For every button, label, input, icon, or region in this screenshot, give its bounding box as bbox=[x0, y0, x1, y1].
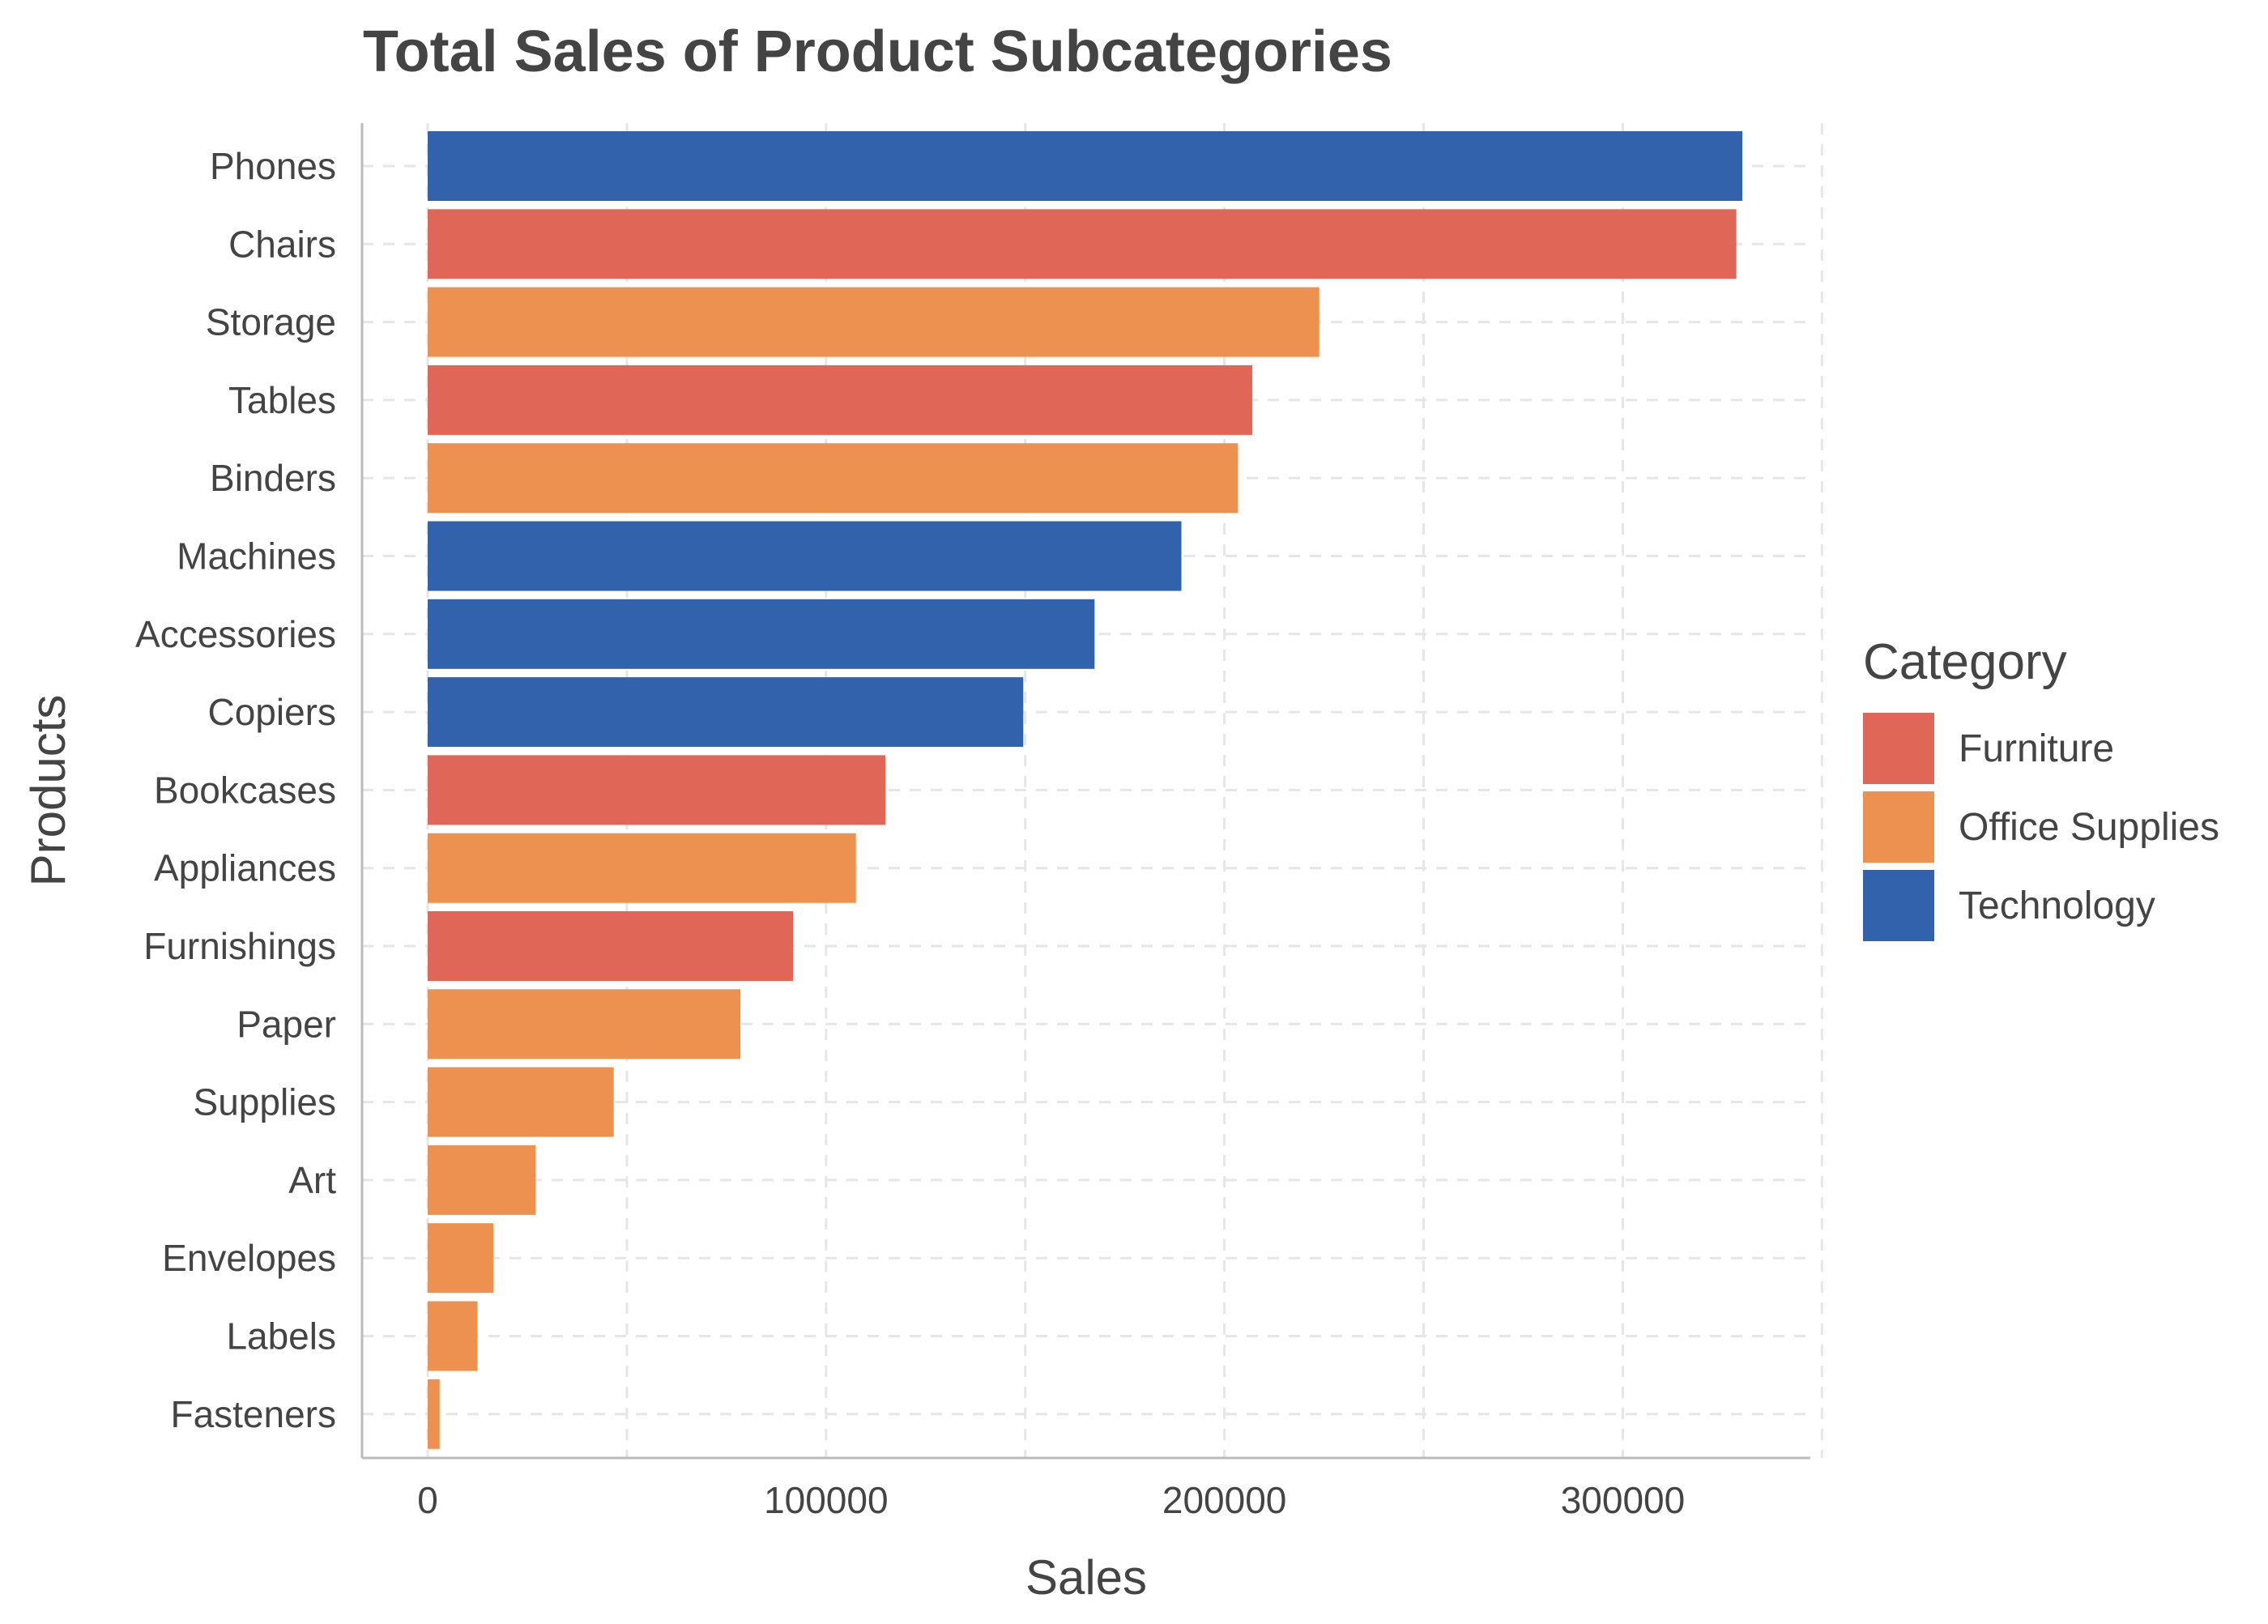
y-tick-label: Tables bbox=[228, 379, 336, 421]
bar bbox=[428, 521, 1182, 591]
y-tick-label: Paper bbox=[237, 1003, 336, 1045]
y-axis-title: Products bbox=[21, 695, 75, 887]
legend-label: Technology bbox=[1959, 884, 2155, 927]
y-tick-label: Copiers bbox=[207, 691, 336, 733]
bar bbox=[428, 287, 1319, 357]
bar bbox=[428, 1144, 536, 1215]
bar bbox=[428, 1301, 478, 1371]
bar bbox=[428, 911, 793, 981]
y-tick-label: Labels bbox=[226, 1315, 336, 1358]
x-tick-label: 200000 bbox=[1162, 1479, 1287, 1521]
bar bbox=[428, 209, 1737, 279]
legend-title: Category bbox=[1863, 634, 2067, 690]
bar bbox=[428, 599, 1095, 669]
bar bbox=[428, 677, 1024, 748]
bar-layer bbox=[428, 131, 1742, 1449]
x-tick-label: 300000 bbox=[1561, 1479, 1686, 1521]
bar bbox=[428, 1067, 614, 1137]
bar bbox=[428, 1379, 440, 1449]
legend-swatch bbox=[1863, 870, 1934, 941]
legend: Category Furniture Office Supplies Technol… bbox=[1863, 634, 2219, 941]
y-tick-label: Phones bbox=[210, 145, 336, 187]
y-tick-label: Art bbox=[288, 1159, 336, 1201]
y-tick-label: Fasteners bbox=[170, 1393, 336, 1435]
bar bbox=[428, 833, 856, 903]
y-tick-label: Supplies bbox=[194, 1081, 336, 1123]
bar bbox=[428, 755, 886, 825]
bar bbox=[428, 131, 1742, 201]
bar bbox=[428, 443, 1238, 514]
x-tick-label: 100000 bbox=[764, 1479, 889, 1521]
y-tick-label: Accessories bbox=[135, 613, 336, 655]
y-tick-label: Bookcases bbox=[154, 769, 336, 811]
y-tick-label: Storage bbox=[206, 301, 336, 343]
y-tick-label: Envelopes bbox=[162, 1237, 336, 1279]
y-tick-label: Appliances bbox=[154, 847, 336, 889]
legend-label: Office Supplies bbox=[1959, 806, 2219, 849]
axis-layer bbox=[360, 123, 1810, 1460]
bar bbox=[428, 1223, 494, 1294]
y-tick-label: Machines bbox=[177, 535, 336, 578]
y-tick-label: Chairs bbox=[228, 223, 336, 265]
label-layer: 0 100000 200000 300000 Phones Chairs Storage Ta… bbox=[135, 145, 1685, 1521]
legend-swatch bbox=[1863, 713, 1934, 784]
y-tick-label: Binders bbox=[210, 457, 336, 499]
x-tick-label: 0 bbox=[417, 1479, 438, 1521]
x-axis-title: Sales bbox=[1025, 1550, 1147, 1605]
y-tick-label: Furnishings bbox=[143, 925, 336, 967]
chart-title: Total Sales of Product Subcategories bbox=[363, 19, 1392, 84]
bar bbox=[428, 989, 741, 1059]
bar bbox=[428, 364, 1253, 435]
legend-label: Furniture bbox=[1959, 727, 2114, 770]
legend-swatch bbox=[1863, 791, 1934, 863]
